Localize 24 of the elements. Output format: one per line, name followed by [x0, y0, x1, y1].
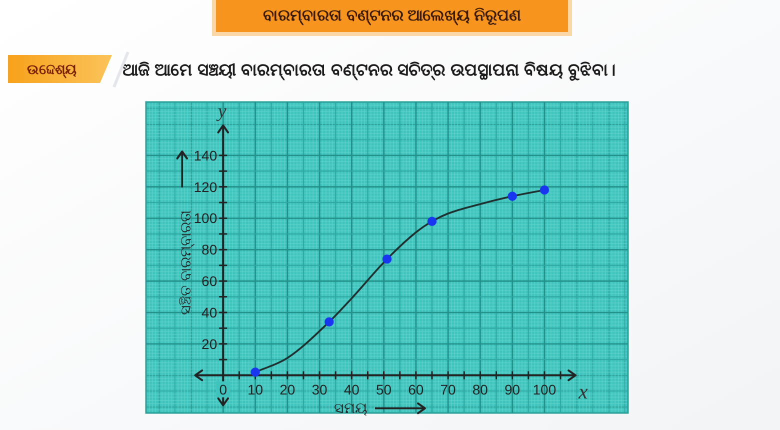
- x-axis-name: x: [578, 379, 588, 404]
- y-axis-name: y: [218, 100, 226, 122]
- y-tick-label: 140: [194, 147, 218, 164]
- y-label: ସଞ୍ଚିତ ବାରମ୍ବାରତା: [178, 210, 195, 316]
- x-tick-label: 30: [312, 381, 328, 398]
- x-tick-label: 90: [504, 381, 520, 398]
- x-tick-label: 40: [344, 381, 360, 398]
- y-tick-label: 20: [202, 336, 218, 352]
- x-tick-label: 0: [219, 381, 228, 398]
- subtitle: ଆଜି ଆମେ ସଞ୍ଚୟୀ ବାରମ୍ବାରତା ବଣ୍ଟନର ସଚିତ୍ର ଉପସ୍ଥାପନା ବିଷୟ ବୁଝିବା।: [122, 60, 616, 80]
- y-tick-label: 40: [202, 304, 218, 320]
- y-tick-label: 100: [194, 210, 218, 226]
- x-label: ସମୟ: [334, 400, 367, 417]
- x-tick-label: 80: [472, 381, 488, 398]
- x-tick-label: 70: [440, 381, 456, 398]
- x-tick-label: 60: [408, 381, 424, 398]
- x-tick-label: 50: [376, 381, 392, 398]
- title: ବାରମ୍ବାରତା ବଣ୍ଟନର ଆଲେଖ୍ୟ ନିରୂପଣ: [262, 8, 522, 24]
- x-tick-label: 100: [532, 381, 556, 398]
- x-tick-label: 10: [247, 381, 264, 398]
- y-tick-label: 60: [202, 273, 218, 290]
- x-tick-label: 20: [280, 381, 296, 398]
- y-tick-label: 120: [194, 178, 218, 195]
- y-tick-label: 80: [202, 242, 218, 258]
